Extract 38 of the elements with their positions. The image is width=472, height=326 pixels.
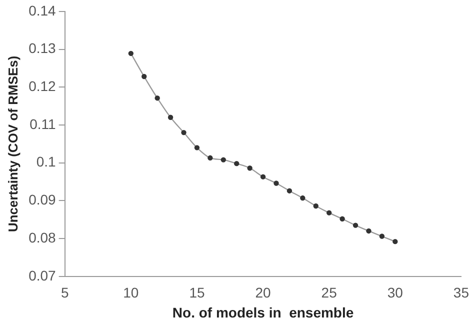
- point: [154, 95, 160, 101]
- x-tick-label: 30: [387, 284, 404, 301]
- x-tick-label: 10: [123, 284, 139, 301]
- point: [366, 228, 372, 234]
- y-tick-label: 0.1: [36, 154, 56, 170]
- point: [247, 166, 252, 171]
- point: [128, 50, 134, 56]
- y-tick-label: 0.11: [30, 116, 56, 132]
- x-tick-label: 20: [255, 284, 272, 301]
- point: [234, 160, 240, 166]
- y-tick-label: 0.07: [28, 267, 56, 284]
- y-axis-title: Uncertainty (COV of RMSEs): [5, 56, 20, 232]
- y-tick-label: 0.13: [28, 40, 56, 56]
- point: [194, 145, 200, 150]
- y-tick-label: 0.14: [28, 2, 56, 18]
- point: [208, 155, 213, 161]
- point: [313, 203, 318, 209]
- point: [260, 174, 266, 180]
- point: [340, 216, 345, 222]
- point: [326, 210, 332, 216]
- point: [274, 180, 279, 186]
- x-axis-title: No. of models in ensemble: [172, 304, 354, 320]
- point: [392, 238, 398, 244]
- point: [181, 130, 186, 136]
- point: [142, 74, 147, 80]
- point: [300, 195, 306, 201]
- y-tick-label: 0.09: [28, 192, 56, 208]
- x-tick-label: 35: [453, 284, 470, 301]
- point: [352, 222, 358, 228]
- point: [168, 114, 174, 120]
- point: [286, 188, 292, 194]
- point: [220, 157, 226, 162]
- x-tick-label: 15: [189, 284, 205, 301]
- y-tick-label: 0.08: [28, 229, 56, 246]
- x-tick-label: 25: [321, 284, 338, 301]
- x-tick-label: 5: [60, 284, 69, 301]
- point: [379, 234, 385, 239]
- y-tick-label: 0.12: [28, 78, 56, 94]
